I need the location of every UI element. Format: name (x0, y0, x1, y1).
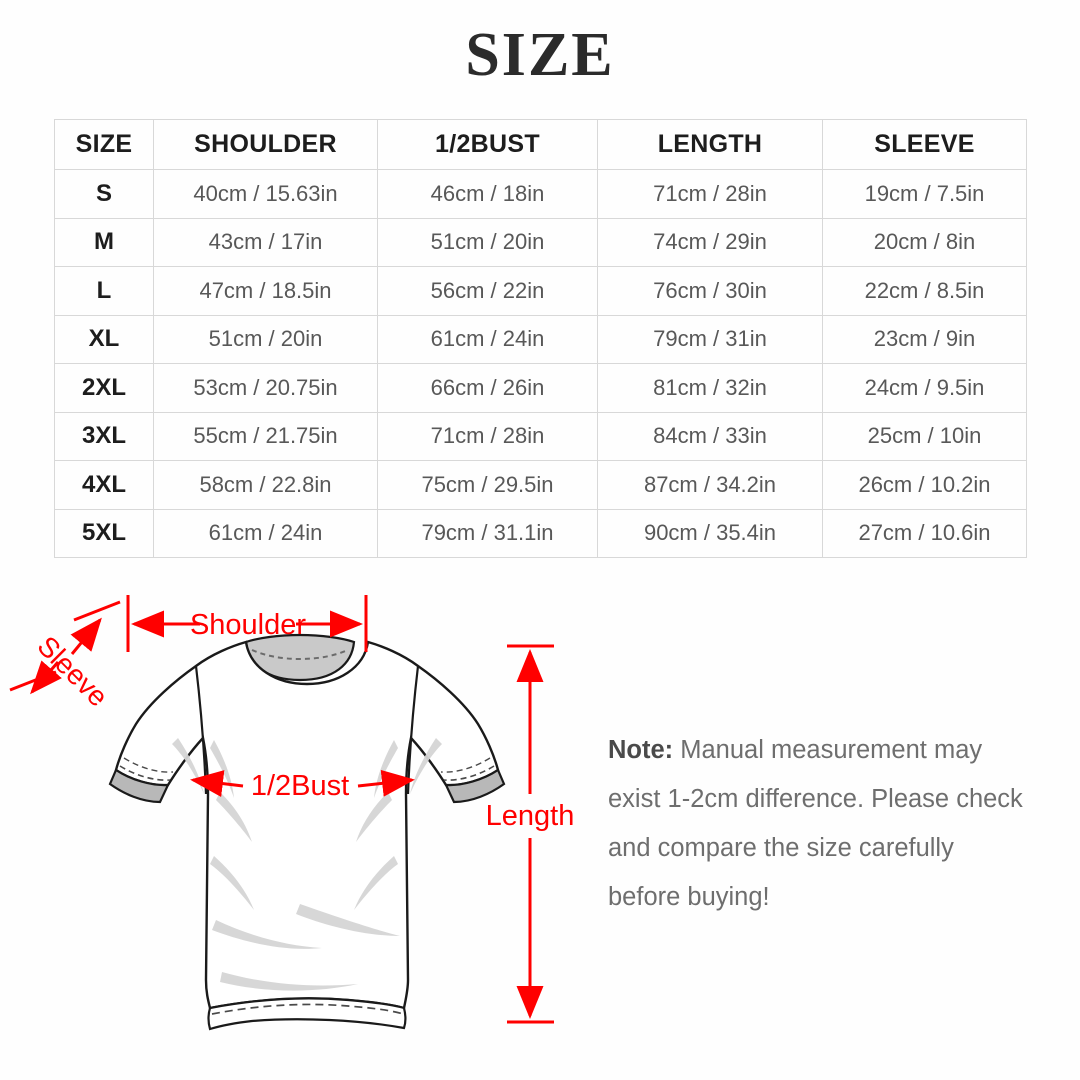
cell-length: 87cm / 34.2in (597, 460, 823, 510)
column-header-bust: 1/2BUST (377, 119, 598, 170)
sleeve-tick-top (73, 600, 121, 622)
column-header-size: SIZE (54, 119, 154, 170)
sleeve-tick-bottom (9, 670, 57, 692)
table-row: S 40cm / 15.63in 46cm / 18in 71cm / 28in… (54, 169, 1027, 219)
cell-bust: 56cm / 22in (377, 266, 598, 316)
cell-size: M (54, 217, 154, 267)
column-header-sleeve: SLEEVE (822, 119, 1027, 170)
tshirt-illustration (108, 633, 506, 1031)
bottom-hem (207, 997, 407, 1031)
table-row: 3XL 55cm / 21.75in 71cm / 28in 84cm / 33… (54, 411, 1027, 461)
bust-arrow-left (190, 770, 244, 797)
table-row: 4XL 58cm / 22.8in 75cm / 29.5in 87cm / 3… (54, 460, 1027, 510)
tshirt-measurement-diagram: Shoulder Sleeve 1/2Bust (0, 580, 620, 1050)
column-header-length: LENGTH (597, 119, 823, 170)
left-cuff-stitch (119, 765, 171, 781)
table-row: 5XL 61cm / 24in 79cm / 31.1in 90cm / 35.… (54, 508, 1027, 558)
cell-length: 71cm / 28in (597, 169, 823, 219)
cell-sleeve: 25cm / 10in (822, 411, 1027, 461)
cell-bust: 61cm / 24in (377, 314, 598, 364)
cell-length: 84cm / 33in (597, 411, 823, 461)
fabric-shading (172, 738, 442, 991)
table-body: S 40cm / 15.63in 46cm / 18in 71cm / 28in… (54, 169, 1027, 558)
cell-length: 79cm / 31in (597, 314, 823, 364)
cell-sleeve: 26cm / 10.2in (822, 460, 1027, 510)
cell-sleeve: 24cm / 9.5in (822, 363, 1027, 413)
cell-size: L (54, 266, 154, 316)
cell-bust: 66cm / 26in (377, 363, 598, 413)
sleeve-arrow-down (30, 660, 62, 695)
cell-size: 4XL (54, 460, 154, 510)
length-annotation: Length (486, 644, 575, 1024)
column-header-shoulder: SHOULDER (153, 119, 378, 170)
cell-length: 74cm / 29in (597, 217, 823, 267)
cell-shoulder: 53cm / 20.75in (153, 363, 378, 413)
note-text: Manual measurement may exist 1-2cm diffe… (608, 736, 1023, 911)
shoulder-label: Shoulder (190, 609, 306, 641)
right-cuff-stitch (443, 765, 495, 781)
cell-length: 90cm / 35.4in (597, 508, 823, 558)
size-table: SIZE SHOULDER 1/2BUST LENGTH SLEEVE S 40… (54, 119, 1027, 558)
table-row: M 43cm / 17in 51cm / 20in 74cm / 29in 20… (54, 217, 1027, 267)
cell-length: 76cm / 30in (597, 266, 823, 316)
cell-sleeve: 19cm / 7.5in (822, 169, 1027, 219)
right-cuff-stitch-2 (440, 757, 491, 773)
cell-shoulder: 61cm / 24in (153, 508, 378, 558)
table-header-row: SIZE SHOULDER 1/2BUST LENGTH SLEEVE (54, 119, 1027, 170)
sleeve-arrow-up (70, 617, 102, 655)
bust-arrow-right (357, 769, 415, 797)
note-block: Note: Manual measurement may exist 1-2cm… (608, 726, 1028, 922)
length-label: Length (486, 800, 575, 832)
cell-shoulder: 47cm / 18.5in (153, 266, 378, 316)
cell-bust: 51cm / 20in (377, 217, 598, 267)
note-label: Note: (608, 736, 674, 764)
cell-shoulder: 51cm / 20in (153, 314, 378, 364)
page-title: SIZE (465, 21, 615, 89)
right-cuff (444, 768, 506, 804)
bust-annotation: 1/2Bust (190, 769, 415, 802)
shoulder-annotation: Shoulder (126, 595, 368, 652)
cell-size: 2XL (54, 363, 154, 413)
cell-bust: 79cm / 31.1in (377, 508, 598, 558)
cell-shoulder: 58cm / 22.8in (153, 460, 378, 510)
cell-size: XL (54, 314, 154, 364)
left-cuff (108, 768, 170, 804)
cell-size: 3XL (54, 411, 154, 461)
cell-sleeve: 22cm / 8.5in (822, 266, 1027, 316)
cell-shoulder: 43cm / 17in (153, 217, 378, 267)
sleeve-annotation: Sleeve (9, 600, 121, 713)
cell-shoulder: 40cm / 15.63in (153, 169, 378, 219)
cell-length: 81cm / 32in (597, 363, 823, 413)
hem-stitch (211, 1003, 404, 1015)
cell-shoulder: 55cm / 21.75in (153, 411, 378, 461)
left-cuff-stitch-2 (123, 757, 174, 773)
cell-sleeve: 23cm / 9in (822, 314, 1027, 364)
cell-bust: 75cm / 29.5in (377, 460, 598, 510)
table-row: 2XL 53cm / 20.75in 66cm / 26in 81cm / 32… (54, 363, 1027, 413)
cell-size: 5XL (54, 508, 154, 558)
table-header: SIZE SHOULDER 1/2BUST LENGTH SLEEVE (54, 119, 1027, 170)
table-row: L 47cm / 18.5in 56cm / 22in 76cm / 30in … (54, 266, 1027, 316)
cell-size: S (54, 169, 154, 219)
table-row: XL 51cm / 20in 61cm / 24in 79cm / 31in 2… (54, 314, 1027, 364)
cell-bust: 46cm / 18in (377, 169, 598, 219)
cell-bust: 71cm / 28in (377, 411, 598, 461)
collar-stitch (251, 649, 349, 661)
sleeve-label: Sleeve (31, 630, 113, 712)
cell-sleeve: 20cm / 8in (822, 217, 1027, 267)
bust-label: 1/2Bust (251, 770, 349, 802)
tshirt-body (114, 640, 500, 1010)
cell-sleeve: 27cm / 10.6in (822, 508, 1027, 558)
